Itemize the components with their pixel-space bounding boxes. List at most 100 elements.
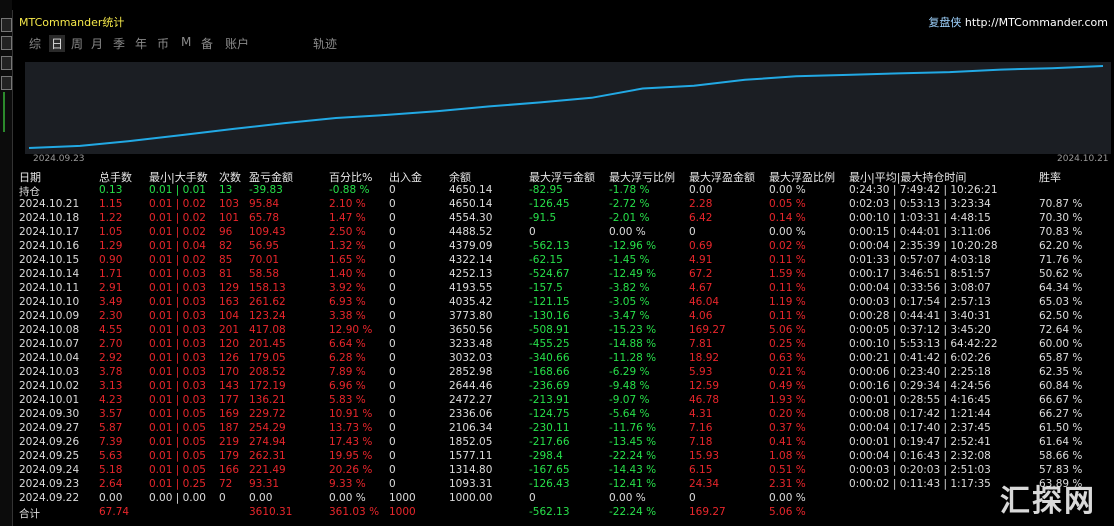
table-cell: 0:00:04 | 0:17:40 | 2:37:45 [849,422,991,434]
tab[interactable]: 季 [113,37,126,51]
table-cell: 63.89 % [1039,478,1083,490]
table-cell: -213.91 [529,394,570,406]
tab[interactable]: 备 [201,37,214,51]
column-header: 日期 [19,171,41,184]
row-label: 2024.10.10 [19,296,80,308]
row-label: 2024.10.08 [19,324,80,336]
tab[interactable]: M [181,35,192,49]
site-link[interactable]: 复盘侠 http://MTCommander.com [928,14,1108,30]
table-cell: 361.03 % [329,506,380,518]
side-button[interactable] [1,36,12,50]
table-cell: 0.01 | 0.03 [149,338,206,350]
table-cell: 2336.06 [449,408,493,420]
table-cell: 0.00 % [769,184,806,196]
table-cell: -13.45 % [609,436,657,448]
table-cell: 2.92 [99,352,123,364]
table-cell: 0 [389,254,396,266]
table-cell: 0.49 % [769,380,806,392]
table-cell: 0.02 % [769,240,806,252]
table-cell: 0.01 | 0.25 [149,478,206,490]
table-cell: 1000 [389,492,416,504]
table-cell: -11.28 % [609,352,657,364]
table-cell: 0.05 % [769,198,806,210]
table-cell: 3773.80 [449,310,493,322]
column-header: 最小|平均|最大持仓时间 [849,171,967,184]
table-cell: 4.67 [689,282,713,294]
table-cell: 0:00:17 | 3:46:51 | 8:51:57 [849,268,991,280]
table-cell: 0:00:03 | 0:17:54 | 2:57:13 [849,296,991,308]
tab[interactable]: 年 [135,37,148,51]
row-label: 2024.09.30 [19,408,80,420]
table-cell: 0:00:16 | 0:29:34 | 4:24:56 [849,380,991,392]
table-cell: 1852.05 [449,436,493,448]
table-cell: 0 [389,380,396,392]
table-cell: 60.00 % [1039,338,1083,350]
row-label: 2024.10.09 [19,310,80,322]
table-cell: -562.13 [529,240,570,252]
table-cell: -2.01 % [609,212,650,224]
table-cell: 1000.00 [449,492,493,504]
table-cell: 169 [219,408,240,420]
table-cell: 417.08 [249,324,286,336]
tab[interactable]: 月 [91,37,104,51]
table-cell: 103 [219,198,240,210]
side-button[interactable] [1,18,12,32]
tab[interactable]: 综 [29,37,42,51]
column-header: 总手数 [99,171,132,184]
table-cell: 0.01 | 0.05 [149,422,206,434]
table-cell: 85 [219,254,233,266]
row-label: 2024.09.25 [19,450,80,462]
table-cell: 0 [389,338,396,350]
table-cell: 4554.30 [449,212,493,224]
end-date: 2024.10.21 [1057,154,1109,164]
table-cell: -157.5 [529,282,563,294]
table-cell: 58.66 % [1039,450,1083,462]
tab[interactable]: 账户 [225,37,250,51]
chart-bg [25,62,1111,154]
table-cell: -130.16 [529,310,570,322]
table-cell: 0:00:15 | 0:44:01 | 3:11:06 [849,226,991,238]
tab[interactable]: 轨迹 [313,37,338,51]
table-cell: 6.15 [689,464,713,476]
table-cell: 1.40 % [329,268,366,280]
table-cell: 3.49 [99,296,123,308]
table-cell: 3233.48 [449,338,493,350]
tab[interactable]: 日 [49,35,66,52]
table-cell: 1577.11 [449,450,493,462]
table-cell: 262.31 [249,450,286,462]
table-cell: 1.32 % [329,240,366,252]
row-label: 2024.10.07 [19,338,80,350]
tab[interactable]: 周 [71,37,84,51]
table-cell: 7.89 % [329,366,366,378]
table-cell: 0 [219,492,226,504]
table-cell: 4.55 [99,324,123,336]
table-cell: 201.45 [249,338,286,350]
tab[interactable]: 币 [157,37,170,51]
column-header: 百分比% [329,171,373,184]
table-cell: 61.50 % [1039,422,1083,434]
side-button[interactable] [1,56,12,70]
table-cell: 3.38 % [329,310,366,322]
row-label: 2024.09.23 [19,478,80,490]
equity-chart [25,62,1111,154]
table-cell: 0 [529,492,536,504]
table-cell: 187 [219,422,240,434]
table-cell: 12.59 [689,380,720,392]
table-cell: 62.35 % [1039,366,1083,378]
table-cell: 20.26 % [329,464,373,476]
side-button[interactable] [1,76,12,90]
table-cell: 2644.46 [449,380,493,392]
row-label: 2024.10.16 [19,240,80,252]
row-label: 2024.09.22 [19,492,80,504]
table-cell: -91.5 [529,212,557,224]
table-cell: 1.19 % [769,296,806,308]
table-cell: 0:01:33 | 0:57:07 | 4:03:18 [849,254,991,266]
table-cell: 1.15 [99,198,123,210]
table-cell: 0:00:04 | 0:16:43 | 2:32:08 [849,450,991,462]
table-cell: 4252.13 [449,268,493,280]
table-cell: 0.14 % [769,212,806,224]
table-cell: 0.51 % [769,464,806,476]
panel-title: MTCommander统计 [19,16,125,29]
table-cell: 0:00:04 | 0:33:56 | 3:08:07 [849,282,991,294]
table-cell: 0 [389,296,396,308]
